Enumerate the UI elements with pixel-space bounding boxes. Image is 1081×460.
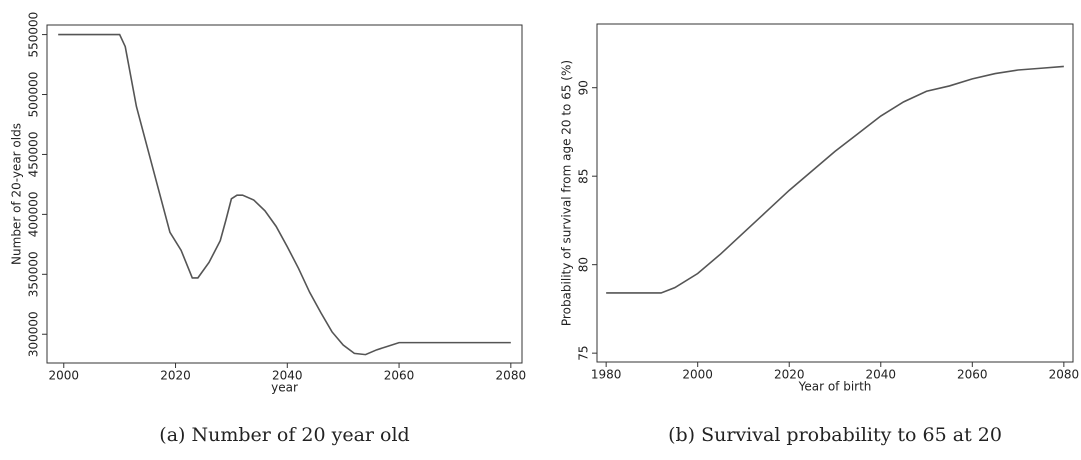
- y-tick-label: 400000: [27, 191, 41, 237]
- y-tick-label: 350000: [27, 251, 41, 297]
- y-tick-label: 80: [577, 257, 591, 272]
- x-tick-label: 2040: [865, 368, 896, 382]
- x-axis-label: Year of birth: [798, 380, 872, 394]
- x-tick-label: 2020: [774, 368, 805, 382]
- y-axis-label: Number of 20-year olds: [10, 123, 24, 265]
- data-line: [58, 33, 511, 356]
- y-tick-label: 450000: [27, 132, 41, 178]
- y-tick-label: 300000: [27, 311, 41, 357]
- data-line: [606, 65, 1064, 294]
- y-tick-label: 90: [577, 80, 591, 95]
- plot-frame: [596, 23, 1074, 363]
- x-tick-label: 2080: [496, 369, 527, 383]
- y-tick-label: 75: [577, 346, 591, 361]
- x-tick-label: 2020: [160, 369, 191, 383]
- y-tick-label: 550000: [27, 12, 41, 58]
- x-axis-label: year: [271, 381, 298, 395]
- y-tick-label: 500000: [27, 72, 41, 118]
- y-tick-label: 85: [577, 169, 591, 184]
- caption: (a) Number of 20 year old: [159, 424, 409, 446]
- y-axis-label: Probability of survival from age 20 to 6…: [560, 60, 574, 326]
- x-tick-label: 1980: [591, 368, 622, 382]
- x-tick-label: 2000: [48, 369, 79, 383]
- x-tick-label: 2080: [1049, 368, 1080, 382]
- x-tick-label: 2000: [682, 368, 713, 382]
- x-tick-label: 2040: [272, 369, 303, 383]
- x-tick-label: 2060: [957, 368, 988, 382]
- caption: (b) Survival probability to 65 at 20: [668, 424, 1002, 446]
- x-tick-label: 2060: [384, 369, 415, 383]
- plot-frame: [46, 24, 523, 364]
